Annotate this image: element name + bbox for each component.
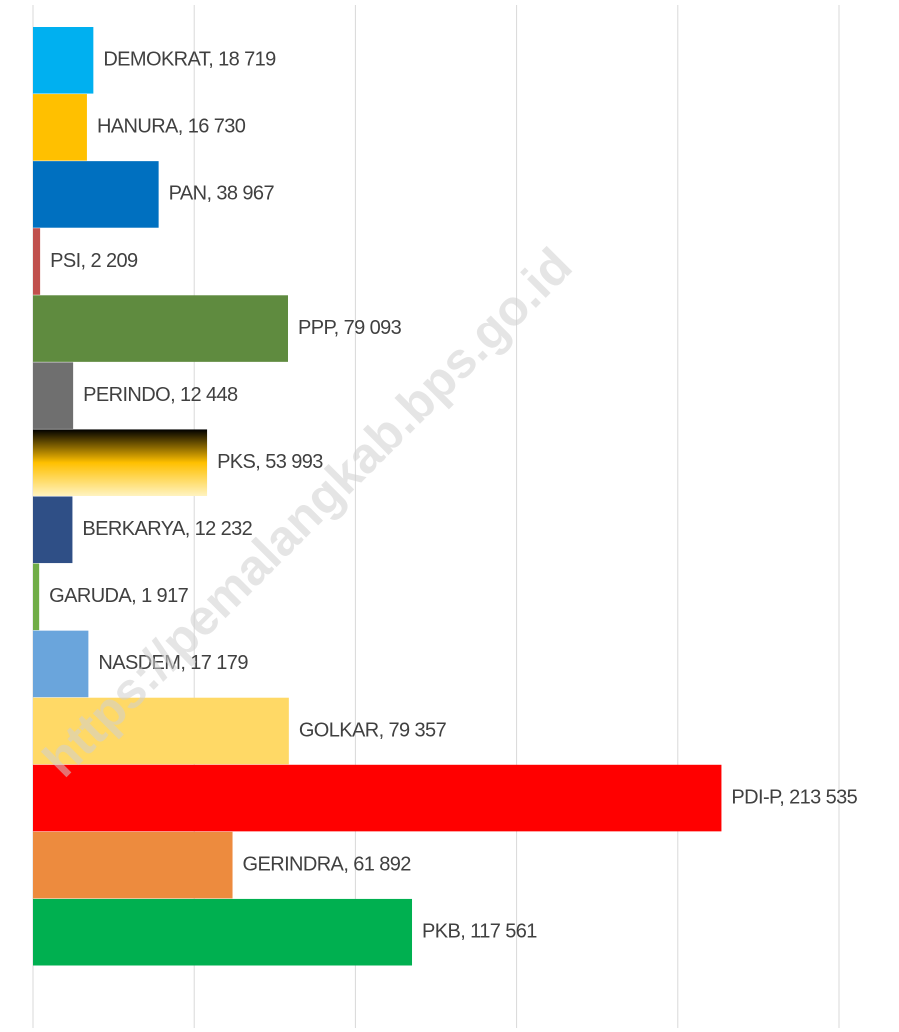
category-label: GERINDRA bbox=[243, 854, 345, 876]
bar bbox=[33, 228, 41, 295]
bar bbox=[33, 27, 94, 94]
bar bbox=[33, 831, 233, 899]
category-label: GARUDA bbox=[49, 585, 132, 607]
data-label: PAN, 38 967 bbox=[169, 183, 275, 205]
data-label: NASDEM, 17 179 bbox=[98, 652, 248, 674]
data-label: HANURA, 16 730 bbox=[97, 116, 246, 138]
value-label: 18 719 bbox=[218, 49, 276, 71]
value-label: 12 448 bbox=[180, 384, 238, 406]
bar bbox=[33, 630, 89, 698]
category-label: NASDEM bbox=[98, 652, 180, 674]
bar bbox=[33, 362, 74, 429]
data-label: PSI, 2 209 bbox=[50, 250, 138, 272]
bar bbox=[33, 563, 40, 631]
label-separator: , bbox=[208, 49, 218, 71]
bar bbox=[33, 697, 289, 765]
label-separator: , bbox=[343, 854, 353, 876]
label-separator: , bbox=[779, 787, 789, 809]
bar bbox=[33, 496, 73, 564]
data-label: GERINDRA, 61 892 bbox=[243, 854, 412, 876]
category-label: PKS bbox=[217, 451, 255, 473]
value-label: 53 993 bbox=[265, 451, 323, 473]
category-label: PSI bbox=[50, 250, 80, 272]
bar bbox=[33, 161, 159, 228]
bar bbox=[33, 898, 413, 966]
label-separator: , bbox=[255, 451, 265, 473]
data-labels: DEMOKRAT, 18 719 HANURA, 16 730 PAN, 38 96… bbox=[49, 49, 858, 943]
value-label: 12 232 bbox=[195, 518, 253, 540]
category-label: PKB bbox=[422, 921, 460, 943]
label-separator: , bbox=[81, 250, 91, 272]
category-label: PERINDO bbox=[83, 384, 170, 406]
label-separator: , bbox=[178, 116, 188, 138]
label-separator: , bbox=[180, 652, 190, 674]
value-label: 38 967 bbox=[216, 183, 274, 205]
value-label: 117 561 bbox=[470, 921, 537, 943]
bar bbox=[33, 764, 722, 832]
value-label: 1 917 bbox=[141, 585, 189, 607]
category-label: HANURA bbox=[97, 116, 179, 138]
data-label: BERKARYA, 12 232 bbox=[82, 518, 252, 540]
bar bbox=[33, 429, 208, 496]
value-label: 17 179 bbox=[190, 652, 248, 674]
data-label: PKS, 53 993 bbox=[217, 451, 323, 473]
category-label: BERKARYA bbox=[82, 518, 186, 540]
category-label: GOLKAR bbox=[299, 720, 379, 742]
label-separator: , bbox=[131, 585, 141, 607]
value-label: 16 730 bbox=[188, 116, 246, 138]
data-label: PDI-P, 213 535 bbox=[731, 787, 857, 809]
category-label: PAN bbox=[169, 183, 207, 205]
value-label: 2 209 bbox=[90, 250, 138, 272]
value-label: 79 357 bbox=[389, 720, 447, 742]
data-label: PKB, 117 561 bbox=[422, 921, 537, 943]
label-separator: , bbox=[170, 384, 180, 406]
data-label: GARUDA, 1 917 bbox=[49, 585, 188, 607]
value-label: 213 535 bbox=[789, 787, 858, 809]
bars bbox=[33, 27, 722, 966]
category-label: PDI-P bbox=[731, 787, 782, 809]
label-separator: , bbox=[185, 518, 195, 540]
bar bbox=[33, 94, 87, 161]
category-label: DEMOKRAT bbox=[103, 49, 210, 71]
label-separator: , bbox=[460, 921, 470, 943]
value-label: 79 093 bbox=[344, 317, 402, 339]
label-separator: , bbox=[379, 720, 389, 742]
data-label: PERINDO, 12 448 bbox=[83, 384, 238, 406]
data-label: PPP, 79 093 bbox=[298, 317, 402, 339]
bar bbox=[33, 295, 288, 362]
category-label: PPP bbox=[298, 317, 336, 339]
label-separator: , bbox=[334, 317, 344, 339]
label-separator: , bbox=[206, 183, 216, 205]
value-label: 61 892 bbox=[353, 854, 411, 876]
data-label: DEMOKRAT, 18 719 bbox=[103, 49, 276, 71]
data-label: GOLKAR, 79 357 bbox=[299, 720, 447, 742]
